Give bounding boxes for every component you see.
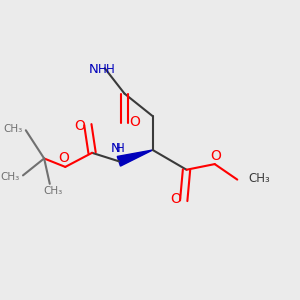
Text: CH₃: CH₃: [3, 124, 22, 134]
Text: O: O: [170, 192, 181, 206]
Text: O: O: [74, 119, 85, 133]
Text: H: H: [106, 63, 114, 76]
Text: CH₃: CH₃: [248, 172, 270, 185]
Text: O: O: [129, 115, 140, 129]
Text: H: H: [98, 63, 106, 76]
Text: O: O: [211, 149, 222, 163]
Text: CH₃: CH₃: [43, 186, 62, 196]
Polygon shape: [117, 150, 153, 166]
Text: O: O: [58, 152, 69, 166]
Text: N: N: [88, 63, 98, 76]
Text: H: H: [116, 142, 124, 155]
Text: CH₃: CH₃: [0, 172, 20, 182]
Text: N: N: [111, 142, 121, 155]
